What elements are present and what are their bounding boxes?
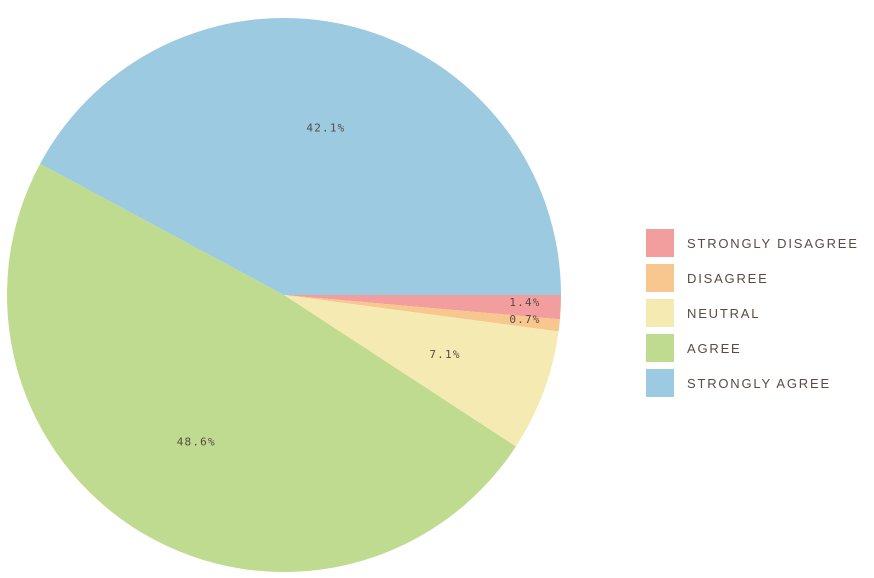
pie-slice-strongly-agree <box>40 18 562 296</box>
legend-swatch-strongly-disagree <box>646 229 674 257</box>
slice-label-strongly-agree: 42.1% <box>306 121 345 134</box>
legend-label-disagree: DISAGREE <box>687 270 769 286</box>
pie-slice-strongly-disagree <box>284 295 561 320</box>
legend-label-strongly-agree: STRONGLY AGREE <box>687 375 831 391</box>
legend-item-agree: AGREE <box>646 334 868 362</box>
legend-label-strongly-disagree: STRONGLY DISAGREE <box>687 235 859 251</box>
pie-slice-neutral <box>284 295 559 447</box>
slice-label-neutral: 7.1% <box>429 348 460 361</box>
slice-label-agree: 48.6% <box>177 436 216 449</box>
legend-label-neutral: NEUTRAL <box>687 305 761 321</box>
legend-swatch-strongly-agree <box>646 369 674 397</box>
slice-label-disagree: 0.7% <box>509 313 540 326</box>
slice-label-strongly-disagree: 1.4% <box>509 296 540 309</box>
legend-item-disagree: DISAGREE <box>646 264 868 292</box>
legend-swatch-neutral <box>646 299 674 327</box>
legend-item-neutral: NEUTRAL <box>646 299 868 327</box>
pie-slice-disagree <box>284 295 560 332</box>
legend-label-agree: AGREE <box>687 340 742 356</box>
chart-legend: STRONGLY DISAGREE DISAGREE NEUTRAL AGREE… <box>646 229 868 404</box>
legend-item-strongly-agree: STRONGLY AGREE <box>646 369 868 397</box>
legend-swatch-disagree <box>646 264 674 292</box>
legend-item-strongly-disagree: STRONGLY DISAGREE <box>646 229 868 257</box>
legend-swatch-agree <box>646 334 674 362</box>
pie-slice-agree <box>6 163 516 573</box>
